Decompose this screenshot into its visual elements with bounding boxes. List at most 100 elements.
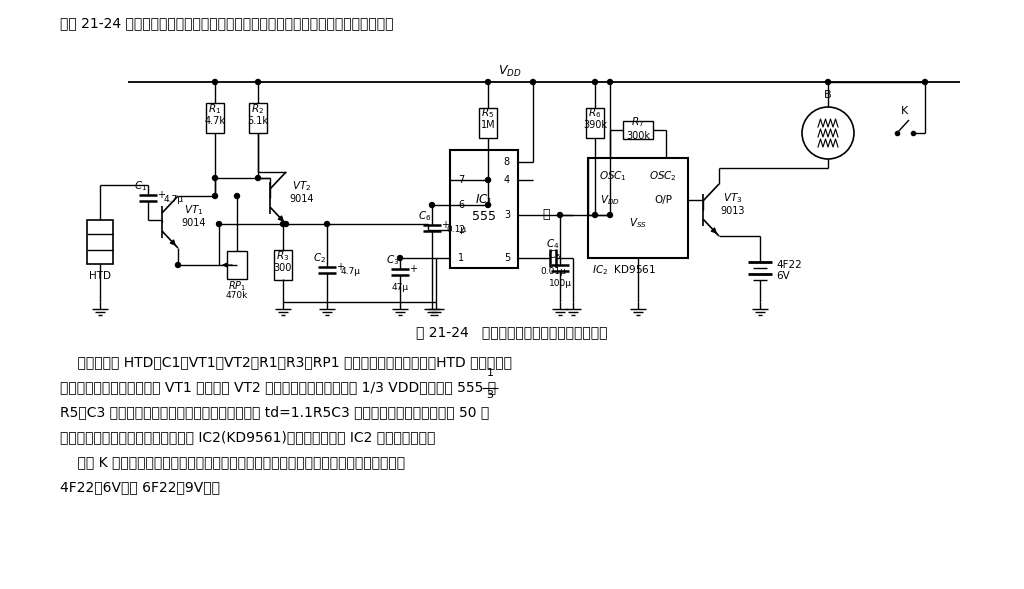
Text: $VT_2$: $VT_2$ — [293, 179, 311, 193]
Text: $C_6$: $C_6$ — [418, 209, 431, 223]
Circle shape — [284, 221, 289, 227]
Circle shape — [530, 80, 536, 84]
Text: 7: 7 — [458, 175, 464, 185]
Text: $IC_2$  KD9561: $IC_2$ KD9561 — [592, 263, 656, 277]
Circle shape — [175, 263, 180, 267]
Text: +: + — [157, 190, 165, 200]
Text: 6: 6 — [458, 200, 464, 210]
Text: 3: 3 — [486, 390, 494, 400]
Text: $R_2$: $R_2$ — [252, 102, 264, 116]
Text: 9014: 9014 — [181, 218, 206, 228]
Circle shape — [256, 176, 260, 180]
Text: 图 21-24   机电一体化自行车防盗报警锁电路: 图 21-24 机电一体化自行车防盗报警锁电路 — [416, 325, 608, 339]
Circle shape — [593, 80, 597, 84]
Bar — [623, 121, 653, 139]
Text: $V_{DD}$: $V_{DD}$ — [600, 193, 620, 207]
Text: 图中 K 为锁开关，当用原配钥匙开锁时，电源被切断，不会引起报警。电池用迭层电池: 图中 K 为锁开关，当用原配钥匙开锁时，电源被切断，不会引起报警。电池用迭层电池 — [60, 455, 406, 469]
Text: 6V: 6V — [776, 271, 790, 281]
Text: 0.1μ: 0.1μ — [446, 226, 466, 234]
Text: 4.7μ: 4.7μ — [164, 196, 184, 204]
Text: 300: 300 — [273, 263, 292, 273]
Text: R5、C3 组成的单稳态触发电路置位，产生延时为 td=1.1R5C3 的脉冲。图示参数的延时约 50 秒: R5、C3 组成的单稳态触发电路置位，产生延时为 td=1.1R5C3 的脉冲。… — [60, 405, 489, 419]
Bar — [249, 103, 267, 133]
Circle shape — [234, 194, 240, 198]
Text: $C_2$: $C_2$ — [313, 251, 326, 265]
Circle shape — [485, 80, 490, 84]
Circle shape — [325, 221, 330, 227]
Bar — [479, 108, 497, 138]
Text: $R_5$: $R_5$ — [481, 106, 495, 120]
Text: $VT_1$: $VT_1$ — [184, 203, 204, 217]
Text: $C_5$: $C_5$ — [549, 248, 561, 262]
Text: 如图 21-24 所示，防盗报警锁由振动探测放大器、单稳态触发器、音响电路等组成。: 如图 21-24 所示，防盗报警锁由振动探测放大器、单稳态触发器、音响电路等组成… — [60, 16, 393, 30]
Text: 2: 2 — [458, 225, 464, 235]
Circle shape — [281, 221, 286, 227]
Text: 1: 1 — [486, 368, 494, 378]
Text: $RP_1$: $RP_1$ — [228, 279, 246, 293]
Text: 1: 1 — [458, 253, 464, 263]
Text: 左右。该高电平脉冲作为音响集成块 IC2(KD9561)的供电电源，使 IC2 发出警笛音响。: 左右。该高电平脉冲作为音响集成块 IC2(KD9561)的供电电源，使 IC2 … — [60, 430, 435, 444]
Text: 555: 555 — [472, 210, 496, 223]
Text: 4.7μ: 4.7μ — [341, 267, 361, 276]
Text: 3: 3 — [504, 210, 510, 220]
Circle shape — [557, 213, 562, 217]
Text: $R_7$: $R_7$ — [632, 115, 644, 129]
Circle shape — [923, 80, 928, 84]
Circle shape — [485, 203, 490, 207]
Bar — [586, 108, 604, 138]
Text: 4F22（6V）或 6F22（9V）。: 4F22（6V）或 6F22（9V）。 — [60, 480, 220, 494]
Bar — [87, 220, 113, 264]
Text: 1M: 1M — [480, 120, 496, 130]
Text: $OSC_2$: $OSC_2$ — [649, 169, 677, 183]
Bar — [450, 150, 518, 268]
Bar — [227, 251, 247, 279]
Text: K: K — [901, 106, 908, 116]
Text: $V_{DD}$: $V_{DD}$ — [499, 64, 522, 78]
Circle shape — [607, 213, 612, 217]
Text: 9013: 9013 — [721, 206, 745, 216]
Circle shape — [485, 177, 490, 183]
Text: $R_3$: $R_3$ — [276, 249, 290, 263]
Text: +: + — [336, 262, 344, 272]
Text: 4: 4 — [504, 175, 510, 185]
Circle shape — [213, 176, 217, 180]
Text: 压电陶瓷片 HTD、C1、VT1、VT2、R1～R3、RP1 等组成振动探测放大器，HTD 将冲击或振: 压电陶瓷片 HTD、C1、VT1、VT2、R1～R3、RP1 等组成振动探测放大… — [60, 355, 512, 369]
Text: $VT_3$: $VT_3$ — [723, 191, 742, 205]
Circle shape — [397, 256, 402, 260]
Text: $R_1$: $R_1$ — [209, 102, 221, 116]
Bar — [274, 250, 292, 280]
Text: 300k: 300k — [626, 131, 650, 141]
Circle shape — [216, 221, 221, 227]
Text: $C_1$: $C_1$ — [134, 179, 147, 193]
Text: HTD: HTD — [89, 271, 111, 281]
Text: 0.01μ: 0.01μ — [540, 267, 566, 276]
Bar — [588, 158, 688, 258]
Circle shape — [825, 80, 830, 84]
Text: 5.1k: 5.1k — [248, 116, 268, 126]
Text: $R_6$: $R_6$ — [589, 106, 602, 120]
Text: 9014: 9014 — [290, 194, 314, 204]
Text: $C_4$: $C_4$ — [546, 237, 560, 251]
Text: 4.7k: 4.7k — [205, 116, 225, 126]
Text: 动信号转换成电信号，并经 VT1 放大，使 VT2 输出负向触发信号（小于 1/3 VDD），使由 555 和: 动信号转换成电信号，并经 VT1 放大，使 VT2 输出负向触发信号（小于 1/… — [60, 380, 496, 394]
Text: 100μ: 100μ — [549, 279, 571, 287]
Circle shape — [593, 213, 597, 217]
Text: $OSC_1$: $OSC_1$ — [599, 169, 627, 183]
Text: O/P: O/P — [654, 195, 672, 205]
Text: 47μ: 47μ — [391, 283, 409, 292]
Text: 470k: 470k — [226, 290, 248, 299]
Circle shape — [429, 203, 434, 207]
Text: 8: 8 — [504, 157, 510, 167]
Circle shape — [256, 80, 260, 84]
Text: 390k: 390k — [583, 120, 607, 130]
Text: +: + — [441, 220, 449, 230]
Text: $C_3$: $C_3$ — [386, 253, 399, 267]
Text: $IC_1$: $IC_1$ — [475, 193, 494, 207]
Text: $V_{SS}$: $V_{SS}$ — [629, 216, 647, 230]
Circle shape — [213, 194, 217, 198]
Text: 5: 5 — [504, 253, 510, 263]
Text: －: － — [543, 207, 550, 220]
Text: B: B — [824, 90, 831, 100]
Bar — [206, 103, 224, 133]
Text: +: + — [409, 264, 417, 274]
